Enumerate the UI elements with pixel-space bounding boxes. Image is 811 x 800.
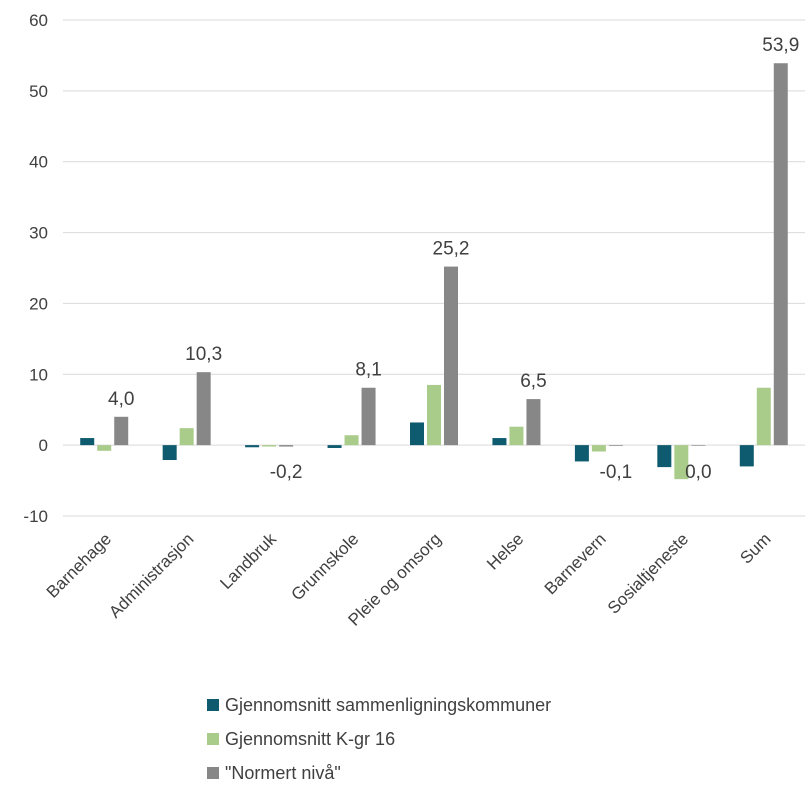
bar-2: [179, 428, 194, 446]
bar-1: [162, 445, 177, 461]
y-tick-label: 30: [29, 224, 48, 243]
bar-1: [492, 438, 507, 446]
x-tick-label: Barnehage: [43, 529, 115, 601]
bar-3: [526, 399, 541, 446]
bar-2: [674, 445, 689, 480]
bar-3: [773, 63, 788, 446]
bar-3: [361, 387, 376, 446]
bar-3: [196, 372, 211, 446]
bar-1: [574, 445, 589, 462]
legend-swatch-series-2: [207, 733, 219, 745]
data-label: 0,0: [685, 462, 711, 483]
x-tick-label: Sosialtjeneste: [604, 529, 692, 617]
legend-swatch-series-3: [207, 767, 219, 779]
y-tick-label: 50: [29, 82, 48, 101]
bar-2: [344, 435, 359, 446]
legend-item-series-2: Gjennomsnitt K-gr 16: [207, 722, 551, 756]
x-tick-label: Sum: [736, 529, 774, 567]
bar-3: [279, 445, 294, 447]
y-tick-label: 60: [29, 11, 48, 30]
x-tick-label: Helse: [483, 529, 527, 573]
y-tick-label: 20: [29, 294, 48, 313]
bar-2: [509, 426, 524, 446]
bar-chart: 60 50 40 30 20 10 0 -10 4,0 Barnehage 10,3 Administ…: [23, 11, 805, 630]
bar-1: [80, 438, 95, 446]
data-label: 6,5: [520, 371, 546, 392]
legend-label-series-2: Gjennomsnitt K-gr 16: [225, 728, 396, 749]
y-tick-label: 40: [29, 153, 48, 172]
y-tick-label: 10: [29, 365, 48, 384]
bar-3: [608, 445, 623, 446]
legend-item-series-3: "Normert nivå": [207, 756, 551, 790]
legend-label-series-3: "Normert nivå": [225, 762, 341, 783]
bar-3: [691, 445, 706, 446]
legend-label-series-1: Gjennomsnitt sammenligningskommuner: [225, 694, 552, 715]
x-tick-label: Grunnskole: [287, 529, 362, 604]
legend-swatch-series-1: [207, 699, 219, 711]
bar-1: [657, 445, 672, 468]
data-label: 8,1: [355, 360, 381, 381]
x-tick-label: Barnevern: [541, 529, 610, 598]
data-label: 10,3: [185, 344, 222, 365]
legend-item-series-1: Gjennomsnitt sammenligningskommuner: [207, 688, 551, 722]
x-tick-label: Landbruk: [216, 529, 280, 593]
bar-2: [591, 445, 606, 452]
bar-2: [262, 445, 277, 447]
data-label: -0,1: [600, 462, 633, 483]
bar-2: [427, 384, 441, 446]
bar-1: [327, 445, 342, 448]
bar-1: [410, 422, 424, 446]
bar-3: [444, 266, 458, 446]
y-tick-label: 0: [39, 436, 48, 455]
data-label: 53,9: [762, 35, 799, 56]
x-tick-label: Administrasjon: [105, 529, 197, 621]
bar-2: [97, 445, 112, 451]
data-label: 4,0: [108, 389, 134, 410]
bar-3: [114, 416, 129, 446]
bar-2: [756, 387, 771, 446]
data-label: -0,2: [270, 462, 303, 483]
chart-legend: Gjennomsnitt sammenligningskommuner Gjen…: [207, 688, 551, 790]
bar-1: [739, 445, 754, 467]
data-label: 25,2: [433, 239, 470, 260]
y-tick-label: -10: [23, 507, 48, 526]
bar-1: [245, 445, 260, 448]
